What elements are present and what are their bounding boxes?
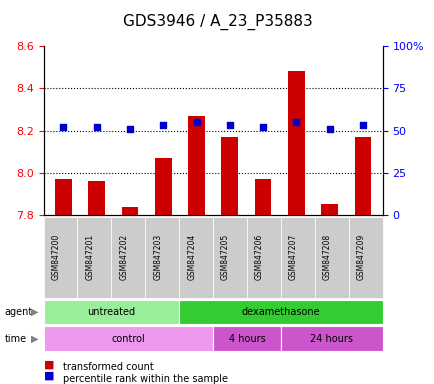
Text: GSM847209: GSM847209 <box>356 234 365 280</box>
Text: GSM847202: GSM847202 <box>119 234 128 280</box>
Text: percentile rank within the sample: percentile rank within the sample <box>63 374 227 384</box>
Point <box>93 124 100 130</box>
Text: 24 hours: 24 hours <box>310 334 352 344</box>
Text: GSM847204: GSM847204 <box>187 234 196 280</box>
Point <box>259 124 266 130</box>
Bar <box>55 179 72 215</box>
Text: untreated: untreated <box>87 307 135 317</box>
Bar <box>221 137 237 215</box>
Text: ▶: ▶ <box>31 334 39 344</box>
Bar <box>287 71 304 215</box>
Point <box>193 119 200 125</box>
Bar <box>155 158 171 215</box>
Text: ■: ■ <box>43 371 54 381</box>
Text: GSM847200: GSM847200 <box>51 234 60 280</box>
Point <box>292 119 299 125</box>
Text: control: control <box>111 334 145 344</box>
Point <box>159 122 166 129</box>
Bar <box>122 207 138 215</box>
Point <box>326 126 332 132</box>
Text: GSM847207: GSM847207 <box>288 234 297 280</box>
Bar <box>188 116 204 215</box>
Text: time: time <box>4 334 26 344</box>
Point <box>126 126 133 132</box>
Text: ■: ■ <box>43 359 54 369</box>
Text: GDS3946 / A_23_P35883: GDS3946 / A_23_P35883 <box>122 13 312 30</box>
Bar <box>321 204 337 215</box>
Text: dexamethasone: dexamethasone <box>241 307 319 317</box>
Text: transformed count: transformed count <box>63 362 154 372</box>
Text: 4 hours: 4 hours <box>228 334 265 344</box>
Point <box>358 122 365 129</box>
Bar <box>254 179 271 215</box>
Text: agent: agent <box>4 307 33 317</box>
Text: GSM847203: GSM847203 <box>153 234 162 280</box>
Text: GSM847201: GSM847201 <box>85 234 94 280</box>
Bar <box>88 181 105 215</box>
Bar <box>354 137 370 215</box>
Text: GSM847206: GSM847206 <box>254 234 263 280</box>
Text: ▶: ▶ <box>31 307 39 317</box>
Point <box>226 122 233 129</box>
Text: GSM847208: GSM847208 <box>322 234 331 280</box>
Point <box>60 124 67 130</box>
Text: GSM847205: GSM847205 <box>220 234 230 280</box>
